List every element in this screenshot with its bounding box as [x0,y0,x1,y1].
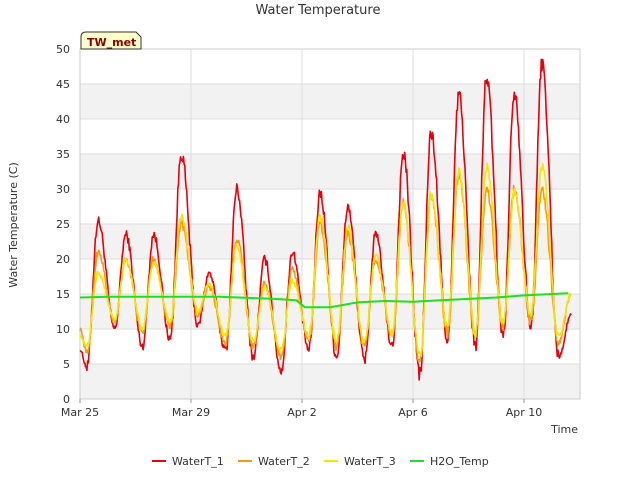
x-tick-label: Apr 6 [398,406,428,419]
y-axis-ticks: 0 5 10 15 20 25 30 35 40 45 50 [56,43,70,406]
y-tick-label: 0 [63,393,70,406]
y-tick-label: 45 [56,78,70,91]
chart-title: Water Temperature [256,3,381,18]
legend-label-watert-3: WaterT_3 [344,455,396,468]
y-tick-label: 5 [63,358,70,371]
y-tick-label: 10 [56,323,70,336]
background-band [80,329,580,364]
series-lines [79,58,572,381]
legend-label-h2o-temp: H2O_Temp [430,455,489,468]
site-label-badge: TW_met [80,31,142,50]
y-tick-label: 20 [56,253,70,266]
y-tick-label: 50 [56,43,70,56]
series-line-watert-3 [79,162,572,358]
x-axis-label: Time [550,423,578,436]
background-band [80,119,580,154]
x-axis-ticks: Mar 25 Mar 29 Apr 2 Apr 6 Apr 10 [61,399,542,419]
plot-frame [79,48,581,400]
x-tick-label: Apr 10 [506,406,543,419]
x-tick-label: Mar 29 [172,406,210,419]
x-tick-label: Mar 25 [61,406,99,419]
series-line-watert-1 [79,58,572,381]
y-tick-label: 35 [56,148,70,161]
background-band [80,49,580,84]
background-band [80,189,580,224]
y-tick-label: 40 [56,113,70,126]
y-tick-label: 30 [56,183,70,196]
series-line-h2o-temp [79,292,569,309]
legend: WaterT_1 WaterT_2 WaterT_3 H2O_Temp [152,455,489,468]
background-band [80,154,580,189]
legend-label-watert-1: WaterT_1 [172,455,224,468]
background-band [80,84,580,119]
background-band [80,364,580,399]
site-label-box [80,31,142,50]
site-label: TW_met [87,36,136,49]
y-tick-label: 15 [56,288,70,301]
y-tick-label: 25 [56,218,70,231]
legend-label-watert-2: WaterT_2 [258,455,310,468]
y-axis-label: Water Temperature (C) [7,162,20,287]
x-tick-label: Apr 2 [287,406,317,419]
